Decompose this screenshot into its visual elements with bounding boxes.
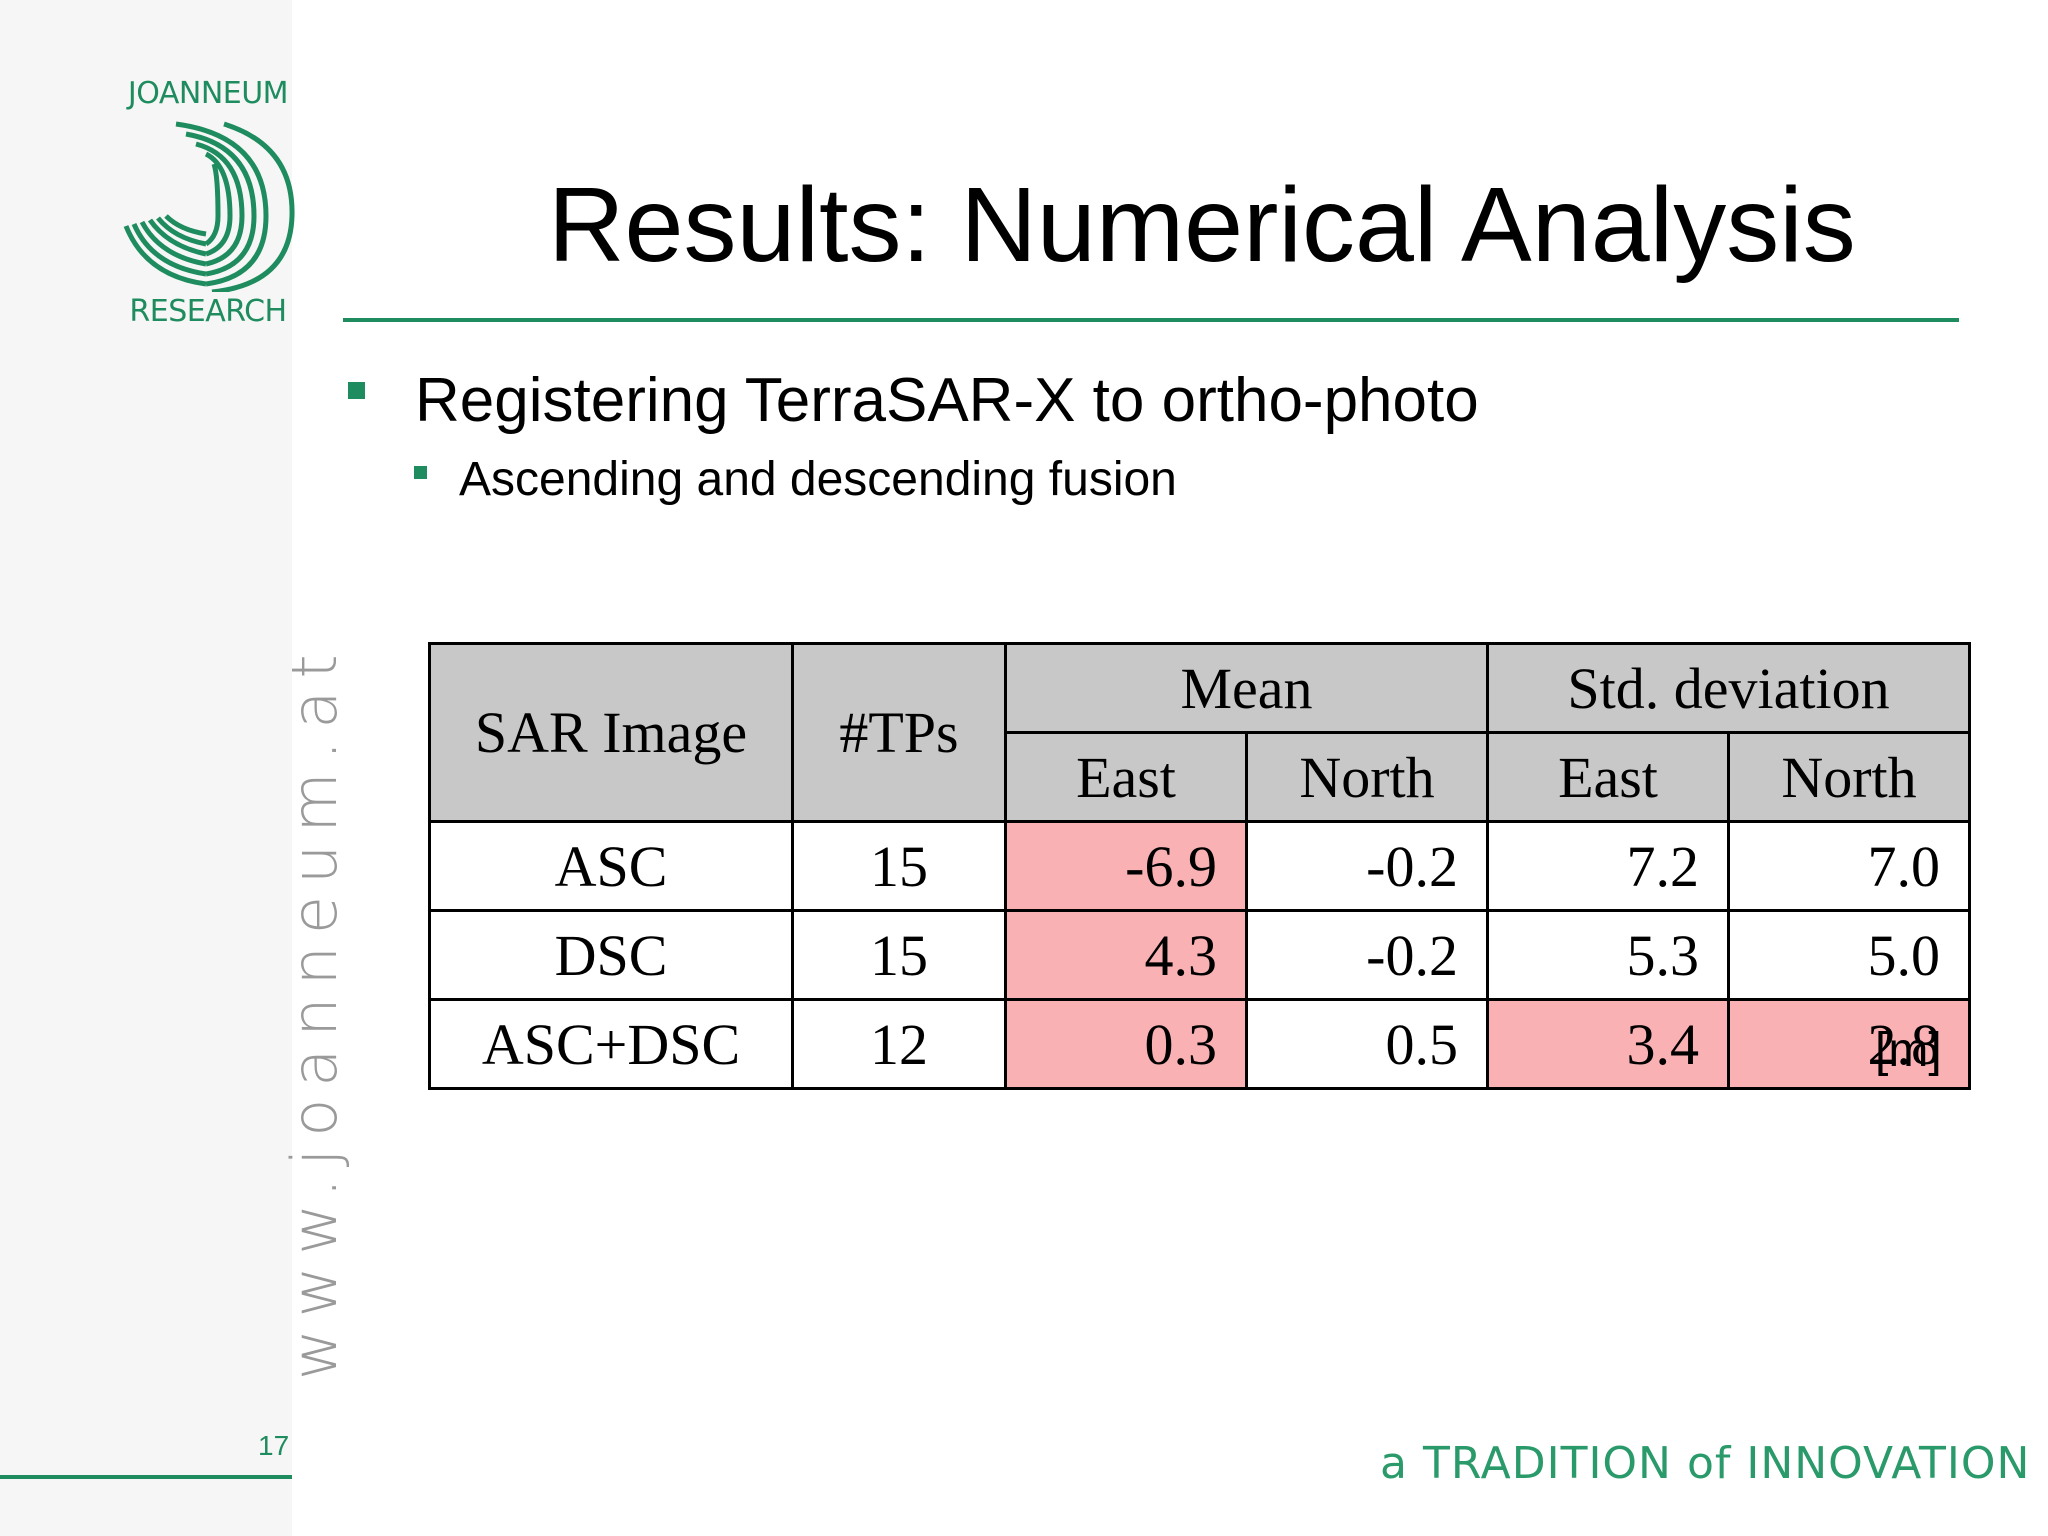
bullet-text: Registering TerraSAR-X to ortho-photo (415, 366, 1479, 435)
cell-mean-east: 4.3 (1004, 909, 1248, 1001)
cell-mean-east: 0.3 (1004, 998, 1248, 1090)
logo-bottom-text: RESEARCH (129, 294, 287, 329)
unit-label: [m] (1875, 1024, 1942, 1077)
header-std-deviation: Std. deviation (1486, 642, 1971, 734)
cell-std-north: 7.0 (1727, 820, 1971, 912)
bullet-square-icon (414, 465, 427, 479)
footer-tagline: a TRADITION of INNOVATION (1380, 1438, 2031, 1489)
bullet-text: Ascending and descending fusion (459, 453, 1177, 506)
cell-tps: 15 (791, 909, 1007, 1001)
table-row: ASC 15 -6.9 -0.2 7.2 7.0 (428, 820, 1971, 912)
table-row: DSC 15 4.3 -0.2 5.3 5.0 (428, 909, 1971, 1001)
header-std-east: East (1486, 731, 1730, 823)
results-table: SAR Image #TPs Mean Std. deviation East … (428, 642, 1971, 1090)
cell-image: ASC+DSC (428, 998, 794, 1090)
header-std-north: North (1727, 731, 1971, 823)
cell-image: ASC (428, 820, 794, 912)
cell-std-east: 5.3 (1486, 909, 1730, 1001)
cell-image: DSC (428, 909, 794, 1001)
logo-wave-icon (123, 121, 295, 292)
footer-divider (0, 1475, 292, 1479)
joanneum-logo: JOANNEUM RESEARCH (108, 76, 308, 336)
cell-std-north: 5.0 (1727, 909, 1971, 1001)
cell-mean-north: 0.5 (1245, 998, 1489, 1090)
header-mean: Mean (1004, 642, 1489, 734)
bullet-square-icon (348, 382, 365, 400)
logo-top-text: JOANNEUM (127, 76, 289, 111)
table-subheader-row: East North East North (430, 731, 1971, 823)
table-row: ASC+DSC 12 0.3 0.5 3.4 2.8 (428, 998, 1971, 1090)
cell-mean-north: -0.2 (1245, 909, 1489, 1001)
cell-std-east: 7.2 (1486, 820, 1730, 912)
results-table-container: SAR Image #TPs Mean Std. deviation East … (428, 642, 1971, 1090)
page-number: 17 (258, 1430, 290, 1461)
table-header-row: SAR Image #TPs Mean Std. deviation (428, 642, 1971, 823)
header-tps: #TPs (791, 642, 1007, 823)
header-sar-image: SAR Image (428, 642, 794, 823)
cell-std-north: 2.8 (1727, 998, 1971, 1090)
slide-title: Results: Numerical Analysis (548, 166, 1856, 284)
website-url: www.joanneum.at (278, 642, 351, 1380)
cell-mean-east: -6.9 (1004, 820, 1248, 912)
bullet-level-1: Registering TerraSAR-X to ortho-photo (348, 365, 1479, 436)
header-mean-east: East (1004, 731, 1248, 823)
cell-mean-north: -0.2 (1245, 820, 1489, 912)
cell-tps: 15 (791, 820, 1007, 912)
bullet-level-2: Ascending and descending fusion (414, 452, 1177, 507)
title-divider (343, 318, 1959, 322)
header-mean-north: North (1245, 731, 1489, 823)
cell-tps: 12 (791, 998, 1007, 1090)
cell-std-east: 3.4 (1486, 998, 1730, 1090)
